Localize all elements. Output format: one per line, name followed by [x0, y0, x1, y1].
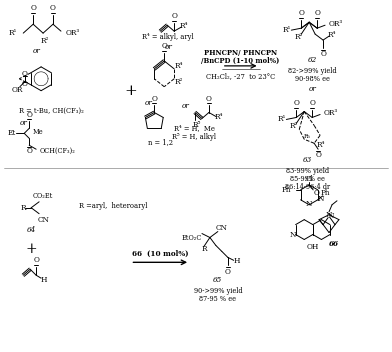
Text: OR: OR — [11, 86, 23, 94]
Text: H: H — [41, 276, 47, 284]
Text: O: O — [151, 95, 157, 103]
Text: or: or — [32, 47, 40, 55]
Text: CN: CN — [37, 216, 49, 224]
Text: n = 1,2: n = 1,2 — [148, 138, 173, 146]
Text: R²: R² — [175, 78, 183, 86]
Text: +: + — [25, 243, 37, 256]
Text: R²: R² — [289, 122, 298, 130]
Text: R =aryl,  heteroaryl: R =aryl, heteroaryl — [79, 202, 147, 210]
Text: O: O — [161, 42, 167, 50]
Text: O: O — [298, 9, 304, 17]
Text: N: N — [306, 200, 312, 208]
Text: O: O — [30, 4, 36, 12]
Text: 65: 65 — [213, 276, 223, 284]
Text: Ph: Ph — [281, 186, 290, 194]
Text: N: N — [318, 195, 324, 203]
Text: Me: Me — [32, 128, 43, 136]
Text: R¹: R¹ — [278, 115, 286, 124]
Text: R: R — [201, 245, 207, 253]
Text: R¹: R¹ — [9, 29, 17, 37]
Text: or: or — [19, 119, 27, 127]
Text: R⁵: R⁵ — [193, 121, 201, 130]
Text: or: or — [308, 85, 316, 93]
Text: O: O — [26, 147, 32, 155]
Text: O: O — [33, 256, 39, 264]
Text: 62: 62 — [308, 56, 317, 64]
Text: O: O — [22, 70, 28, 78]
Text: R⁵ = H, alkyl: R⁵ = H, alkyl — [172, 133, 216, 141]
Text: R⁴: R⁴ — [317, 141, 325, 149]
Text: R²: R² — [294, 33, 303, 41]
Text: 83-99% yield: 83-99% yield — [286, 167, 329, 175]
Text: Et: Et — [8, 129, 16, 137]
Text: R⁴: R⁴ — [175, 62, 183, 70]
Text: O: O — [293, 99, 299, 107]
Text: OR³: OR³ — [66, 29, 80, 37]
Text: N: N — [289, 231, 296, 239]
Text: /BnCPD (1-10 mol%): /BnCPD (1-10 mol%) — [201, 57, 280, 65]
Text: CN: CN — [216, 224, 228, 232]
Text: R⁴ = H,  Me: R⁴ = H, Me — [174, 124, 214, 132]
Text: CO₂Et: CO₂Et — [33, 192, 53, 200]
Text: R⁴: R⁴ — [215, 113, 223, 121]
Text: R¹: R¹ — [283, 26, 291, 34]
Text: 63: 63 — [303, 156, 312, 164]
Text: Cl: Cl — [305, 175, 313, 183]
Text: O: O — [206, 95, 212, 103]
Text: or: or — [182, 102, 190, 109]
Text: R = t-Bu, CH(CF₃)₂: R = t-Bu, CH(CF₃)₂ — [19, 107, 84, 114]
Text: 86:14-96:4 dr: 86:14-96:4 dr — [285, 183, 330, 191]
Text: R⁴: R⁴ — [180, 22, 188, 30]
Text: 66: 66 — [329, 240, 339, 249]
Text: or: or — [164, 43, 172, 51]
Text: Ph: Ph — [321, 189, 330, 197]
Text: O: O — [26, 112, 32, 119]
Text: R⁴: R⁴ — [328, 31, 336, 39]
Text: O: O — [309, 99, 315, 107]
Text: 64: 64 — [27, 226, 36, 234]
Text: O: O — [315, 151, 321, 159]
Text: R²: R² — [41, 37, 49, 45]
Text: 90-98% ee: 90-98% ee — [295, 75, 330, 83]
Text: O: O — [320, 50, 326, 58]
Text: O: O — [22, 80, 28, 88]
Text: R⁴ = alkyl, aryl: R⁴ = alkyl, aryl — [142, 33, 194, 41]
Text: PHNCPN/ PHNCPN: PHNCPN/ PHNCPN — [204, 49, 277, 57]
Text: 66  (10 mol%): 66 (10 mol%) — [132, 249, 189, 257]
Text: OH: OH — [307, 244, 319, 251]
Text: O: O — [171, 12, 177, 20]
Text: 82->99% yield: 82->99% yield — [288, 67, 336, 75]
Text: O: O — [314, 9, 320, 17]
Text: 85-99% ee: 85-99% ee — [290, 175, 325, 183]
Text: R: R — [20, 204, 26, 212]
Text: OR³: OR³ — [329, 20, 343, 28]
Text: +: + — [124, 84, 137, 98]
Text: O: O — [50, 4, 56, 12]
Text: O: O — [225, 268, 231, 276]
Text: N: N — [328, 212, 334, 220]
Text: N: N — [326, 211, 332, 219]
Text: OR³: OR³ — [324, 109, 338, 118]
Text: 90->99% yield: 90->99% yield — [194, 287, 242, 295]
Text: CH₂Cl₂, -27  to 23°C: CH₂Cl₂, -27 to 23°C — [206, 72, 275, 80]
Text: 87-95 % ee: 87-95 % ee — [200, 295, 236, 303]
Text: or: or — [144, 99, 152, 107]
Text: OCH(CF₃)₂: OCH(CF₃)₂ — [40, 147, 76, 155]
Text: R₅: R₅ — [304, 134, 310, 139]
Text: H: H — [234, 257, 240, 265]
Text: O: O — [313, 189, 319, 197]
Text: EtO₂C: EtO₂C — [181, 233, 202, 241]
